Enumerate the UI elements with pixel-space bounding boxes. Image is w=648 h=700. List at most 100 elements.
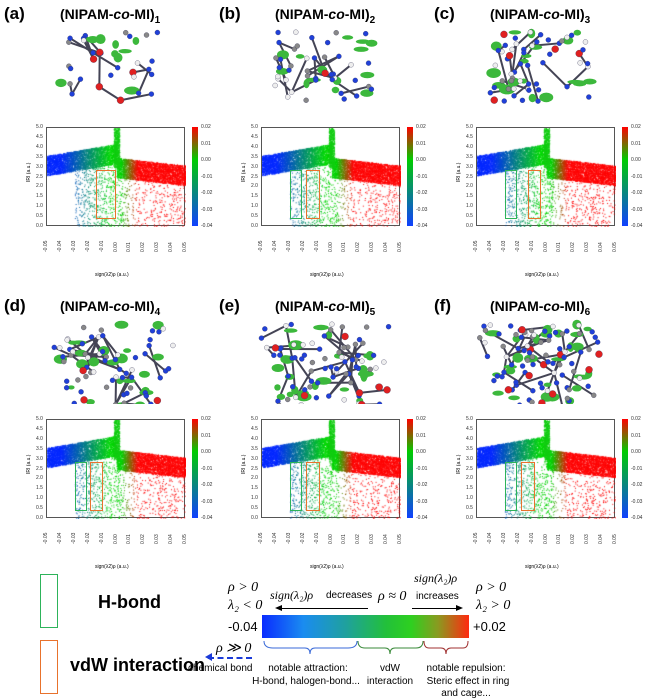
x-tick-label: 0.02 [570,242,576,252]
x-tick-label: 0.00 [113,242,119,252]
y-tick-label: 4.5 [36,134,43,140]
y-tick-label: 0.0 [466,223,473,229]
x-tick-label: 0.02 [355,534,361,544]
y-tick-label: 1.0 [251,203,258,209]
title-prefix: (NIPAM- [490,6,543,22]
y-axis-label: IRI (a.u.) [241,163,247,182]
y-tick-label: 0.0 [36,223,43,229]
x-tick-label: -0.05 [258,533,264,544]
decreases-expr: sign(λ₂)ρ [270,588,313,603]
y-tick-label: 1.5 [466,193,473,199]
colorbar-tick-label: -0.03 [631,499,642,505]
colorbar-tick-label: 0.00 [201,157,211,163]
molecule-structure-image [20,314,200,404]
title-italic: co [328,6,344,22]
title-italic: co [328,298,344,314]
colorbar-tick-label: -0.02 [201,190,212,196]
x-tick-label: -0.05 [473,533,479,544]
molecule-structure-image [20,22,200,112]
panel-label: (d) [4,296,26,316]
brace-attraction [263,640,358,656]
y-tick-label: 3.5 [251,154,258,160]
colorbar-tick-label: 0.02 [201,124,211,130]
y-tick-label: 0.0 [251,223,258,229]
panel-label: (b) [219,4,241,24]
vdw-box [90,462,103,512]
title-prefix: (NIPAM- [60,6,113,22]
y-tick-label: 3.0 [36,456,43,462]
colorbar [192,419,198,518]
color-gradient-bar [262,615,469,638]
y-tick-label: 1.0 [36,495,43,501]
x-tick-label: -0.01 [314,241,320,252]
y-tick-label: 2.5 [466,466,473,472]
iri-scatter-plot [476,127,615,226]
x-tick-label: 0.05 [397,242,403,252]
colorbar-tick-label: -0.03 [416,207,427,213]
x-tick-label: -0.03 [71,241,77,252]
colorbar-tick-label: -0.01 [631,466,642,472]
x-tick-label: 0.04 [598,534,604,544]
colorbar-tick-label: 0.01 [631,433,641,439]
iri-scatter-plot [261,127,400,226]
y-axis-label: IRI (a.u.) [241,455,247,474]
x-tick-label: 0.03 [369,534,375,544]
x-tick-label: 0.02 [570,534,576,544]
x-axis-label: sign(λ2)ρ (a.u.) [310,272,344,278]
x-tick-label: 0.05 [397,534,403,544]
attraction-label-1: notable attraction: [268,663,348,675]
y-tick-label: 0.0 [36,515,43,521]
chemical-bond-label: chemical bond [188,663,252,675]
hbond-legend-box [40,574,58,628]
iri-scatter-plot [46,127,185,226]
x-tick-label: -0.05 [43,241,49,252]
title-italic: co [113,298,129,314]
y-tick-label: 4.5 [466,134,473,140]
vdw-box [306,170,320,220]
y-tick-label: 2.5 [251,466,258,472]
vdw-box [306,462,320,512]
vdw-desc-2: interaction [367,676,413,688]
y-tick-label: 5.0 [466,124,473,130]
x-tick-label: -0.02 [85,241,91,252]
colorbar-tick-label: -0.01 [631,174,642,180]
hbond-box [290,170,303,220]
y-tick-label: 2.0 [36,475,43,481]
y-tick-label: 0.5 [36,213,43,219]
right-arrow [412,608,457,609]
rho-positive-right: ρ > 0 [476,580,506,596]
x-tick-label: -0.05 [43,533,49,544]
y-tick-label: 4.0 [466,436,473,442]
y-tick-label: 5.0 [251,416,258,422]
x-tick-label: 0.03 [154,534,160,544]
panel-label: (a) [4,4,25,24]
x-tick-label: -0.03 [501,533,507,544]
x-tick-label: 0.04 [168,534,174,544]
y-tick-label: 3.5 [251,446,258,452]
y-tick-label: 1.0 [36,203,43,209]
molecule-structure-image [450,314,630,404]
colorbar-tick-label: -0.03 [201,499,212,505]
dashed-arrow [208,657,252,659]
x-tick-label: 0.02 [355,242,361,252]
x-tick-label: 0.02 [140,242,146,252]
x-tick-label: 0.03 [369,242,375,252]
x-tick-label: -0.02 [300,533,306,544]
repulsion-label-3: and cage... [441,688,490,700]
y-tick-label: 1.5 [36,193,43,199]
y-tick-label: 1.5 [251,485,258,491]
scatter-points [477,128,616,227]
x-tick-label: 0.05 [612,242,618,252]
colorbar-tick-label: 0.02 [416,416,426,422]
y-tick-label: 3.5 [36,446,43,452]
y-tick-label: 4.5 [36,426,43,432]
y-tick-label: 2.0 [466,183,473,189]
molecule-structure-image [235,22,415,112]
y-axis-label: IRI (a.u.) [26,163,32,182]
y-tick-label: 4.5 [251,426,258,432]
title-prefix: (NIPAM- [60,298,113,314]
y-tick-label: 4.0 [251,144,258,150]
